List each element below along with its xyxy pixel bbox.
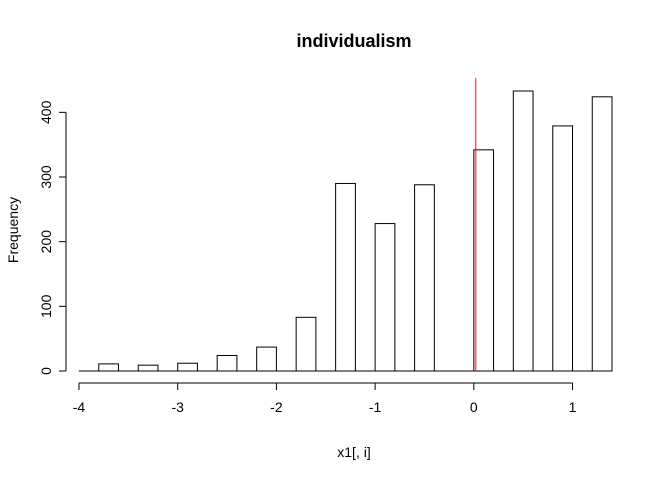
x-tick-label: 0	[470, 399, 478, 415]
chart-title: individualism	[296, 31, 411, 51]
histogram-bar	[552, 125, 574, 372]
x-tick-label: -1	[369, 399, 382, 415]
x-axis: -4 -3 -2 -1 0 1	[73, 382, 577, 415]
y-tick-label: 0	[38, 367, 54, 375]
x-tick-label: -4	[73, 399, 86, 415]
y-tick-label: 300	[38, 165, 54, 189]
histogram-bar	[98, 363, 119, 372]
histogram-bar	[177, 362, 198, 372]
bars-group	[78, 90, 613, 372]
y-axis-label: Frequency	[5, 197, 21, 263]
histogram-bar	[137, 364, 159, 372]
x-tick-label: -3	[171, 399, 184, 415]
histogram-bar	[473, 149, 495, 372]
y-axis: 0 100 200 300 400	[38, 100, 67, 375]
x-tick-label: 1	[569, 399, 577, 415]
histogram-bar	[256, 346, 277, 372]
x-tick-label: -2	[270, 399, 283, 415]
histogram-bar	[295, 316, 317, 372]
y-tick-label: 100	[38, 294, 54, 318]
histogram-bar	[335, 182, 356, 372]
histogram-bar	[591, 96, 613, 372]
y-tick-label: 200	[38, 230, 54, 254]
histogram-bar	[216, 354, 238, 372]
x-axis-label: x1[, i]	[337, 444, 370, 460]
histogram-bar	[374, 223, 396, 372]
y-tick-label: 400	[38, 100, 54, 124]
histogram-bar	[414, 184, 435, 372]
histogram-bar	[512, 90, 534, 372]
